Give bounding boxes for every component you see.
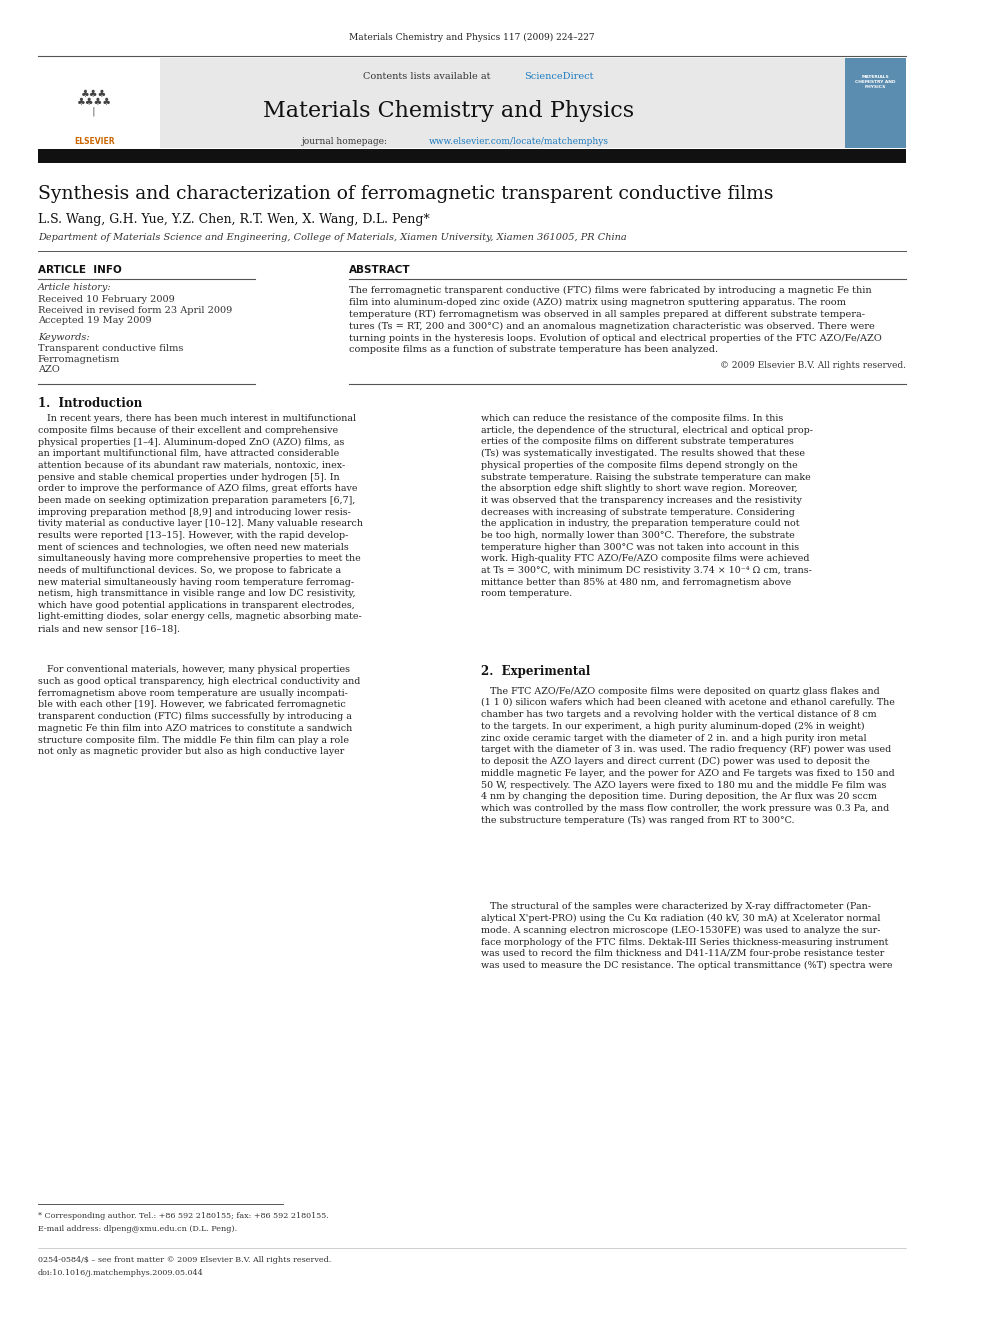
Text: Article history:: Article history: [38,283,111,292]
Text: ScienceDirect: ScienceDirect [524,73,593,81]
Text: The FTC AZO/Fe/AZO composite films were deposited on quartz glass flakes and
(1 : The FTC AZO/Fe/AZO composite films were … [481,687,895,824]
Text: E-mail address: dlpeng@xmu.edu.cn (D.L. Peng).: E-mail address: dlpeng@xmu.edu.cn (D.L. … [38,1225,237,1233]
Text: Materials Chemistry and Physics 117 (2009) 224–227: Materials Chemistry and Physics 117 (200… [349,33,594,41]
Text: AZO: AZO [38,365,60,374]
Text: ELSEVIER: ELSEVIER [74,138,115,146]
Text: The structural of the samples were characterized by X-ray diffractometer (Pan-
a: The structural of the samples were chara… [481,902,893,970]
Text: Keywords:: Keywords: [38,333,89,343]
Text: which can reduce the resistance of the composite films. In this
article, the dep: which can reduce the resistance of the c… [481,414,813,598]
Text: www.elsevier.com/locate/matchemphys: www.elsevier.com/locate/matchemphys [430,138,609,146]
Text: 2.  Experimental: 2. Experimental [481,665,590,679]
Text: L.S. Wang, G.H. Yue, Y.Z. Chen, R.T. Wen, X. Wang, D.L. Peng*: L.S. Wang, G.H. Yue, Y.Z. Chen, R.T. Wen… [38,213,430,226]
FancyBboxPatch shape [845,58,906,148]
Text: Ferromagnetism: Ferromagnetism [38,355,120,364]
Text: In recent years, there has been much interest in multifunctional
composite films: In recent years, there has been much int… [38,414,363,634]
Text: ARTICLE  INFO: ARTICLE INFO [38,265,121,275]
Text: © 2009 Elsevier B.V. All rights reserved.: © 2009 Elsevier B.V. All rights reserved… [720,361,906,370]
Text: Received in revised form 23 April 2009: Received in revised form 23 April 2009 [38,306,232,315]
Text: Received 10 February 2009: Received 10 February 2009 [38,295,175,304]
Text: Department of Materials Science and Engineering, College of Materials, Xiamen Un: Department of Materials Science and Engi… [38,233,627,242]
Text: Synthesis and characterization of ferromagnetic transparent conductive films: Synthesis and characterization of ferrom… [38,185,773,204]
Text: 0254-0584/$ – see front matter © 2009 Elsevier B.V. All rights reserved.: 0254-0584/$ – see front matter © 2009 El… [38,1256,331,1263]
Text: MATERIALS
CHEMISTRY AND
PHYSICS: MATERIALS CHEMISTRY AND PHYSICS [855,75,896,89]
Text: journal homepage:: journal homepage: [302,138,391,146]
Text: For conventional materials, however, many physical properties
such as good optic: For conventional materials, however, man… [38,665,360,757]
FancyBboxPatch shape [38,58,844,148]
Text: Materials Chemistry and Physics: Materials Chemistry and Physics [263,101,634,122]
FancyBboxPatch shape [38,58,161,148]
Text: doi:10.1016/j.matchemphys.2009.05.044: doi:10.1016/j.matchemphys.2009.05.044 [38,1269,203,1277]
FancyBboxPatch shape [38,149,906,163]
Text: The ferromagnetic transparent conductive (FTC) films were fabricated by introduc: The ferromagnetic transparent conductive… [349,286,882,355]
Text: Accepted 19 May 2009: Accepted 19 May 2009 [38,316,152,325]
Text: * Corresponding author. Tel.: +86 592 2180155; fax: +86 592 2180155.: * Corresponding author. Tel.: +86 592 21… [38,1212,328,1220]
Text: Transparent conductive films: Transparent conductive films [38,344,184,353]
Text: 1.  Introduction: 1. Introduction [38,397,142,410]
Text: Contents lists available at: Contents lists available at [363,73,494,81]
Text: ABSTRACT: ABSTRACT [349,265,411,275]
Text: ♣♣♣
♣♣♣♣
  |: ♣♣♣ ♣♣♣♣ | [76,90,112,116]
